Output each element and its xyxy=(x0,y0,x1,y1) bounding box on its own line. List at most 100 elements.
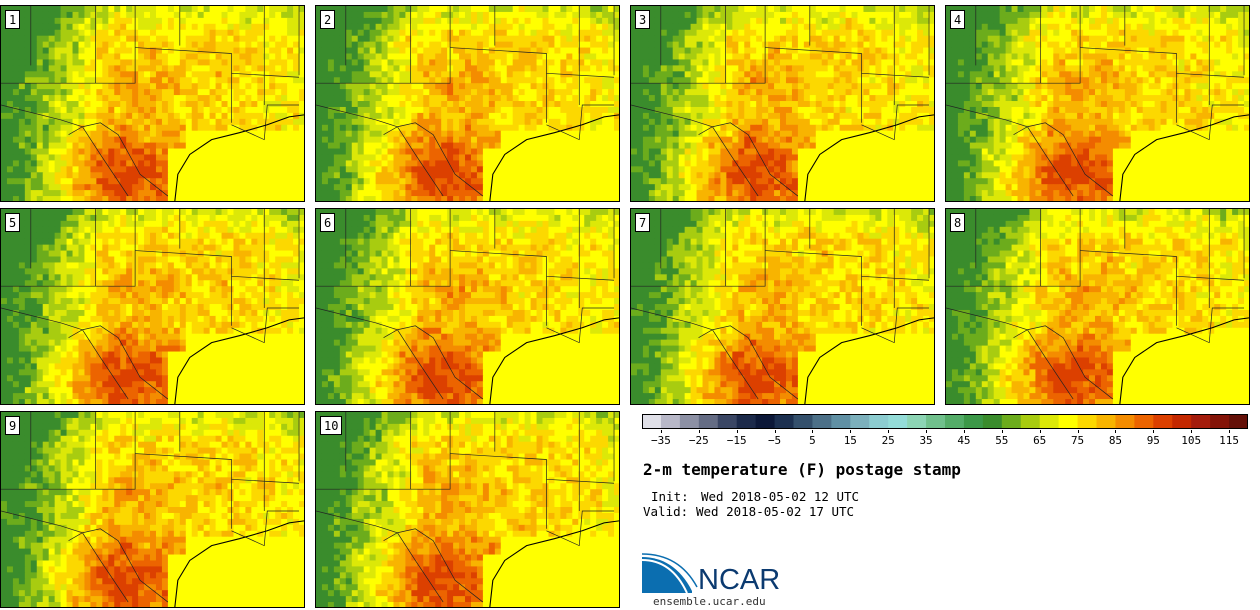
colorbar-tick-label: 85 xyxy=(1108,434,1123,447)
state-boundary xyxy=(765,47,862,123)
colorbar-swatch xyxy=(926,414,946,429)
colorbar-swatch xyxy=(1115,414,1135,429)
colorbar-tick-label: 5 xyxy=(809,434,816,447)
ensemble-panel: 6 xyxy=(315,208,620,405)
colorbar-swatch xyxy=(755,414,776,429)
state-boundary xyxy=(231,275,300,281)
state-boundary xyxy=(1176,307,1245,344)
ensemble-panel: 2 xyxy=(315,5,620,202)
state-boundary xyxy=(316,451,451,490)
colorbar-tick-mark xyxy=(888,430,890,433)
state-boundary xyxy=(450,47,547,123)
colorbar-swatch xyxy=(793,414,813,429)
state-boundary xyxy=(546,104,615,141)
state-boundary xyxy=(546,510,615,547)
panel-number-label: 4 xyxy=(950,10,966,29)
state-boundary xyxy=(231,72,300,78)
state-boundary xyxy=(135,47,232,123)
coastline xyxy=(174,317,304,404)
colorbar-swatch xyxy=(812,414,832,429)
colorbar-swatch xyxy=(1210,414,1230,429)
state-boundary xyxy=(68,325,169,400)
ensemble-panel: 8 xyxy=(945,208,1250,405)
colorbar-swatch xyxy=(1191,414,1211,429)
temperature-field xyxy=(946,6,1249,201)
valid-value: Wed 2018-05-02 17 UTC xyxy=(696,504,855,519)
state-boundary xyxy=(946,45,1081,84)
state-boundary xyxy=(231,307,300,344)
colorbar-tick-label: 35 xyxy=(919,434,933,447)
panel-number-label: 7 xyxy=(635,213,651,232)
colorbar-swatch xyxy=(1039,414,1060,429)
colorbar-tick-mark xyxy=(1115,430,1117,433)
panel-number-label: 1 xyxy=(5,10,21,29)
ncar-logo-text: NCAR xyxy=(698,564,780,593)
temperature-field xyxy=(316,209,619,404)
ensemble-panel: 7 xyxy=(630,208,935,405)
colorbar-swatch xyxy=(736,414,757,429)
coastline xyxy=(174,520,304,607)
colorbar-swatch xyxy=(1096,414,1116,429)
valid-label: Valid: xyxy=(643,504,689,519)
state-boundary xyxy=(450,250,547,326)
temperature-field xyxy=(1,209,304,404)
state-boundary xyxy=(231,104,300,141)
colorbar-tick-label: 15 xyxy=(843,434,857,447)
temperature-field xyxy=(316,412,619,607)
temperature-field xyxy=(1,412,304,607)
state-boundary xyxy=(1013,122,1114,197)
colorbar-tick-label: 65 xyxy=(1033,434,1047,447)
state-boundary xyxy=(1176,72,1245,78)
state-boundary xyxy=(1,451,136,490)
colorbar-swatch xyxy=(850,414,870,429)
colorbar-swatch xyxy=(1020,414,1041,429)
colorbar-tick-mark xyxy=(1153,430,1155,433)
colorbar-tick-mark xyxy=(963,430,965,433)
colorbar-tick-label: 115 xyxy=(1219,434,1239,447)
colorbar-swatch xyxy=(717,414,738,429)
ensemble-panel: 3 xyxy=(630,5,935,202)
colorbar-tick-mark xyxy=(926,430,928,433)
state-boundary xyxy=(1013,325,1114,400)
state-boundary xyxy=(68,528,169,603)
ncar-logo-swoosh xyxy=(642,557,692,593)
panel-number-label: 3 xyxy=(635,10,651,29)
colorbar-tick-mark xyxy=(812,430,814,433)
colorbar-swatch xyxy=(679,414,700,429)
colorbar-swatch xyxy=(888,414,908,429)
colorbar-tick-label: 55 xyxy=(995,434,1009,447)
colorbar-swatch xyxy=(869,414,889,429)
ensemble-panel: 1 xyxy=(0,5,305,202)
ensemble-panel: 4 xyxy=(945,5,1250,202)
state-boundary xyxy=(861,72,930,78)
state-boundary xyxy=(765,250,862,326)
state-boundary xyxy=(631,45,766,84)
temperature-field xyxy=(1,6,304,201)
panel-number-label: 6 xyxy=(320,213,336,232)
colorbar-tick-mark xyxy=(774,430,776,433)
state-boundary xyxy=(546,478,615,484)
coastline xyxy=(489,317,619,404)
state-boundary xyxy=(861,275,930,281)
state-boundary xyxy=(316,248,451,287)
colorbar-tick-label: 25 xyxy=(881,434,895,447)
colorbar-swatch xyxy=(963,414,984,429)
colorbar-swatch xyxy=(698,414,719,429)
colorbar-tick-label: −25 xyxy=(688,434,709,447)
temperature-field xyxy=(946,209,1249,404)
ncar-logo: NCAR xyxy=(642,553,780,593)
state-boundary xyxy=(135,453,232,529)
init-value: Wed 2018-05-02 12 UTC xyxy=(701,489,860,504)
colorbar-swatch xyxy=(831,414,851,429)
colorbar-tick-mark xyxy=(698,430,700,433)
colorbar-swatch xyxy=(1134,414,1154,429)
temperature-field xyxy=(316,6,619,201)
colorbar-tick-mark xyxy=(1229,430,1231,433)
chart-title: 2-m temperature (F) postage stamp xyxy=(643,460,961,479)
colorbar-swatch xyxy=(982,414,1003,429)
colorbar-swatch xyxy=(1229,414,1249,429)
state-boundary xyxy=(861,307,930,344)
colorbar-swatch xyxy=(1001,414,1022,429)
state-boundary xyxy=(546,275,615,281)
state-boundary xyxy=(1,45,136,84)
